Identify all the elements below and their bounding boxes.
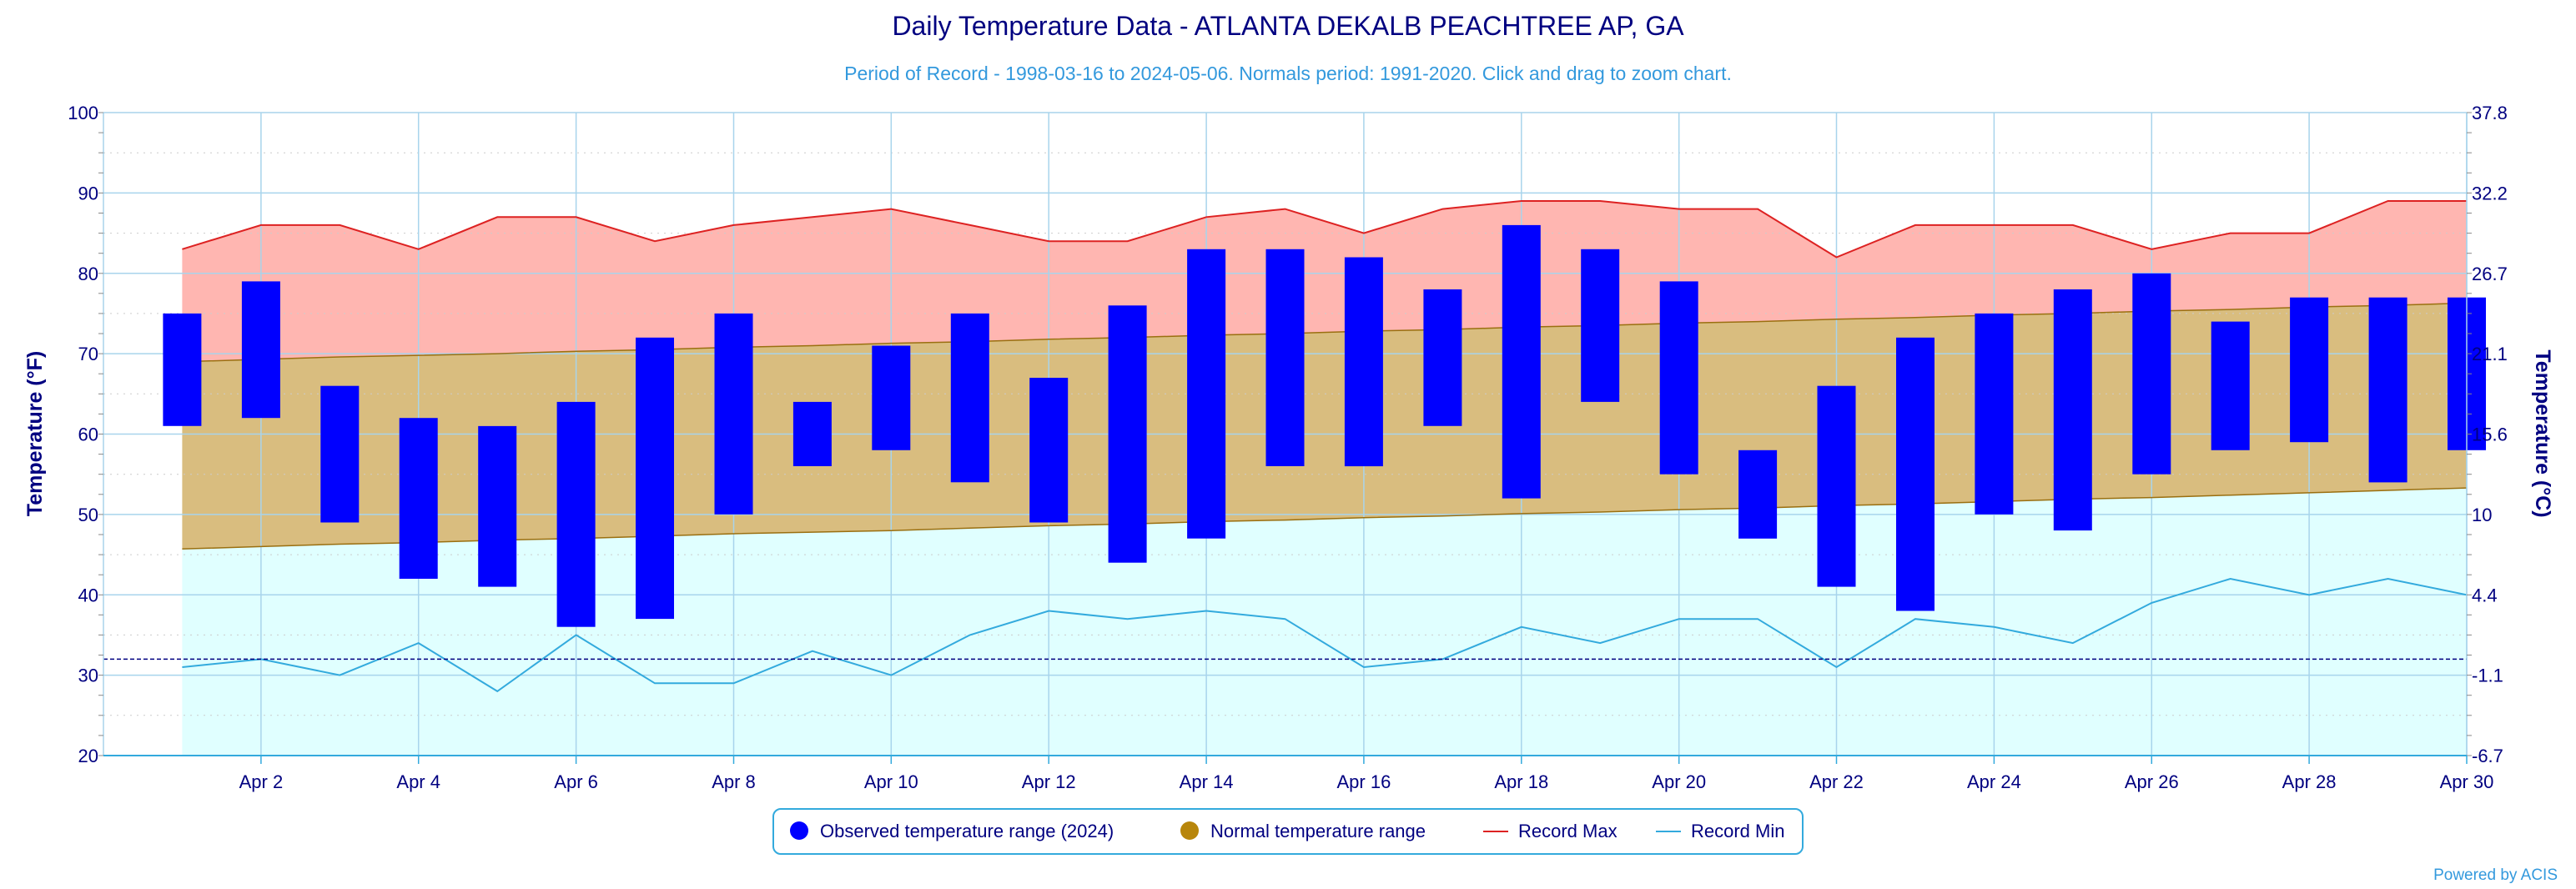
record-max-band [182,201,2468,362]
observed-bar[interactable] [636,337,674,620]
y-tick-label: 20 [78,746,98,766]
y2-tick-label: 37.8 [2472,103,2508,123]
legend-item-record-min[interactable]: Record Min [1691,821,1784,841]
legend-item-record-max[interactable]: Record Max [1518,821,1618,841]
x-tick-label: Apr 2 [239,771,284,792]
x-tick-label: Apr 10 [864,771,918,792]
y-tick-label: 40 [78,585,98,605]
normal-range-band [182,303,2468,550]
x-tick-label: Apr 4 [396,771,440,792]
observed-bar[interactable] [714,313,753,515]
x-tick-label: Apr 6 [554,771,598,792]
observed-bar[interactable] [1581,249,1620,402]
y2-tick-label: 15.6 [2472,424,2508,445]
observed-bar[interactable] [2211,321,2250,450]
chart-subtitle: Period of Record - 1998-03-16 to 2024-05… [844,63,1732,84]
y2-tick-label: -1.1 [2472,665,2503,686]
x-tick-label: Apr 14 [1180,771,1234,792]
y-tick-label: 80 [78,264,98,284]
below-normal-band [182,488,2468,756]
y2-tick-label: 26.7 [2472,264,2508,284]
y-tick-label: 30 [78,665,98,686]
observed-bar[interactable] [2368,297,2407,483]
y2-tick-label: 4.4 [2472,585,2498,605]
observed-bar[interactable] [792,401,832,466]
y-tick-label: 70 [78,344,98,364]
x-tick-label: Apr 26 [2125,771,2179,792]
y2-tick-label: 10 [2472,505,2492,525]
observed-bar[interactable] [1659,281,1698,475]
observed-bar[interactable] [1029,378,1069,523]
observed-bars[interactable] [163,224,2486,627]
observed-bar[interactable] [950,313,989,483]
x-tick-label: Apr 8 [712,771,756,792]
observed-bar[interactable] [1344,257,1383,467]
observed-bar[interactable] [872,345,911,450]
observed-bar[interactable] [1502,224,1541,499]
y2-tick-label: 32.2 [2472,183,2508,203]
background-bands [182,201,2468,756]
observed-bar[interactable] [478,425,517,587]
observed-bar[interactable] [1738,450,1778,539]
observed-bar[interactable] [556,401,596,627]
legend-marker-observed [790,821,808,840]
x-tick-label: Apr 12 [1022,771,1076,792]
observed-bar[interactable] [241,281,280,419]
legend-box [772,808,1804,855]
y-tick-label: 90 [78,183,98,203]
axes: 20 30 40 50 60 70 80 90 100 -6.7 -1.1 4.4 10 15.6 21.1… [68,103,2508,792]
credit-link[interactable]: Powered by ACIS [2433,866,2558,884]
record-min-line [182,577,2468,693]
x-tick-label: Apr 28 [2282,771,2337,792]
observed-bar[interactable] [1108,305,1147,563]
y-tick-label: 50 [78,505,98,525]
legend: Observed temperature range (2024) Normal… [772,808,1804,855]
observed-bar[interactable] [399,418,438,579]
y-tick-label: 100 [68,103,98,123]
observed-bar[interactable] [1817,385,1856,587]
y-axis-label-left: Temperature (°F) [23,351,47,516]
x-tick-label: Apr 18 [1494,771,1548,792]
y2-tick-label: -6.7 [2472,746,2503,766]
observed-bar[interactable] [1423,289,1462,426]
x-tick-label: Apr 20 [1652,771,1706,792]
observed-bar[interactable] [1187,249,1226,539]
legend-item-observed[interactable]: Observed temperature range (2024) [820,821,1114,841]
x-tick-label: Apr 30 [2440,771,2494,792]
observed-bar[interactable] [2290,297,2329,443]
observed-bar[interactable] [1896,337,1935,611]
y2-tick-label: 21.1 [2472,344,2508,364]
y-axis-label-right: Temperature (°C) [2531,349,2554,517]
y-tick-label: 60 [78,424,98,445]
observed-bar[interactable] [2053,289,2092,531]
observed-bar[interactable] [2132,273,2171,475]
observed-bar[interactable] [320,385,360,523]
x-tick-label: Apr 16 [1336,771,1391,792]
observed-bar[interactable] [163,313,202,426]
record-max-line [182,200,2467,259]
x-tick-label: Apr 22 [1809,771,1864,792]
legend-marker-normal [1180,821,1199,840]
observed-bar[interactable] [1975,313,2014,515]
legend-item-normal[interactable]: Normal temperature range [1210,821,1426,841]
observed-bar[interactable] [1265,249,1305,466]
x-tick-label: Apr 24 [1967,771,2021,792]
chart-title: Daily Temperature Data - ATLANTA DEKALB … [892,11,1684,41]
